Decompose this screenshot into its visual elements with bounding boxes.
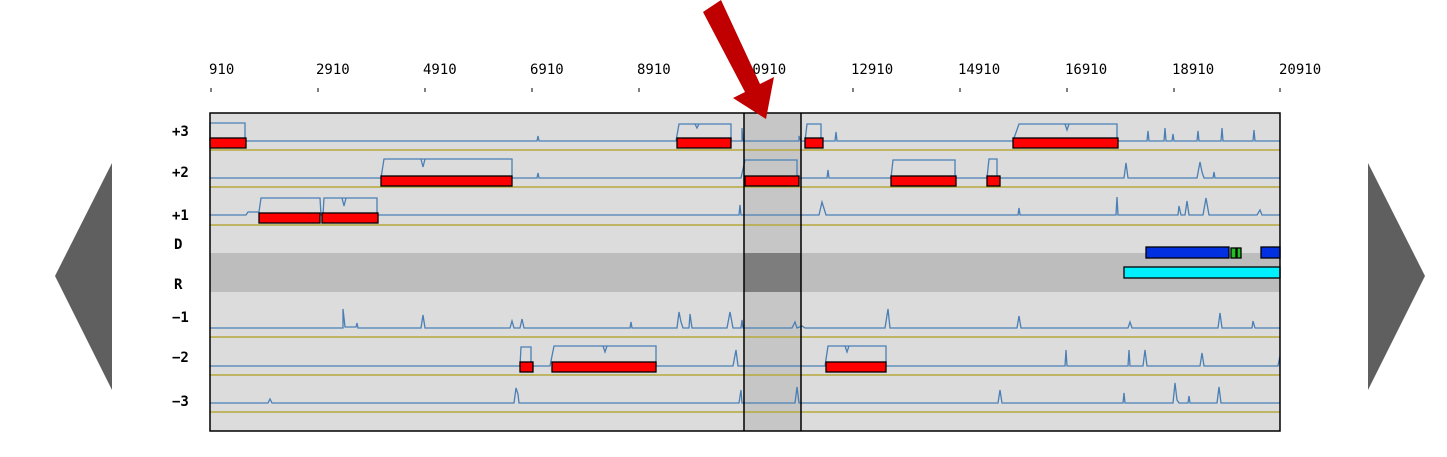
ruler-tick-label: 6910	[530, 62, 564, 78]
signal-trace-minus2	[210, 345, 1281, 367]
signal-trace-minus3	[210, 382, 1280, 404]
track-baselines	[210, 149, 1280, 413]
track-label-minus1: −1	[172, 310, 189, 326]
exon-feature	[744, 175, 800, 187]
ruler-tick-label: 4910	[423, 62, 457, 78]
track-label-r: R	[174, 277, 183, 293]
position-ruler: 910 2910 4910 6910 8910 10910 12910 1491…	[209, 62, 1321, 92]
nav-left-triangle-icon[interactable]	[55, 163, 112, 390]
d-feature	[1260, 246, 1281, 259]
exon-feature	[519, 361, 534, 373]
exon-feature	[1012, 137, 1119, 149]
track-labels: +3 +2 +1 D R −1 −2 −3	[172, 124, 189, 410]
d-feature	[1145, 246, 1230, 259]
nav-right-triangle-icon[interactable]	[1368, 163, 1425, 390]
exon-feature	[321, 212, 379, 224]
ruler-tick-label: 12910	[851, 62, 893, 78]
ruler-tick-label: 18910	[1172, 62, 1214, 78]
signal-trace-plus2	[210, 158, 1280, 179]
exon-feature	[676, 137, 732, 149]
track-label-plus3: +3	[172, 124, 189, 140]
track-label-d: D	[174, 237, 182, 253]
signal-trace-plus3	[209, 122, 1280, 142]
exon-feature	[986, 175, 1001, 187]
ruler-tick-label: 16910	[1065, 62, 1107, 78]
selection-band	[744, 253, 801, 292]
ruler-tick-label: 2910	[316, 62, 350, 78]
signal-trace-minus1	[210, 308, 1280, 329]
exon-feature	[804, 137, 824, 149]
exon-feature	[209, 137, 247, 149]
exon-feature	[551, 361, 657, 373]
exon-feature	[380, 175, 513, 187]
ruler-tick-label: 20910	[1279, 62, 1321, 78]
track-panel[interactable]	[209, 112, 1281, 432]
signal-traces	[209, 122, 1281, 404]
exon-feature	[825, 361, 887, 373]
annotation-features	[1123, 246, 1281, 279]
ruler-tick-label: 910	[209, 62, 234, 78]
d-small-feature	[1236, 247, 1242, 259]
track-label-plus2: +2	[172, 165, 189, 181]
d-small-feature	[1230, 247, 1237, 259]
ruler-tick-label: 14910	[958, 62, 1000, 78]
track-label-minus3: −3	[172, 394, 189, 410]
down-arrow-icon	[703, 0, 774, 119]
track-label-plus1: +1	[172, 208, 189, 224]
ruler-tick-label: 8910	[637, 62, 671, 78]
exon-feature	[258, 212, 321, 224]
exon-feature	[890, 175, 957, 187]
signal-trace-plus1	[210, 196, 1280, 216]
track-label-minus2: −2	[172, 350, 189, 366]
exon-features	[209, 137, 1119, 373]
r-feature	[1123, 266, 1281, 279]
